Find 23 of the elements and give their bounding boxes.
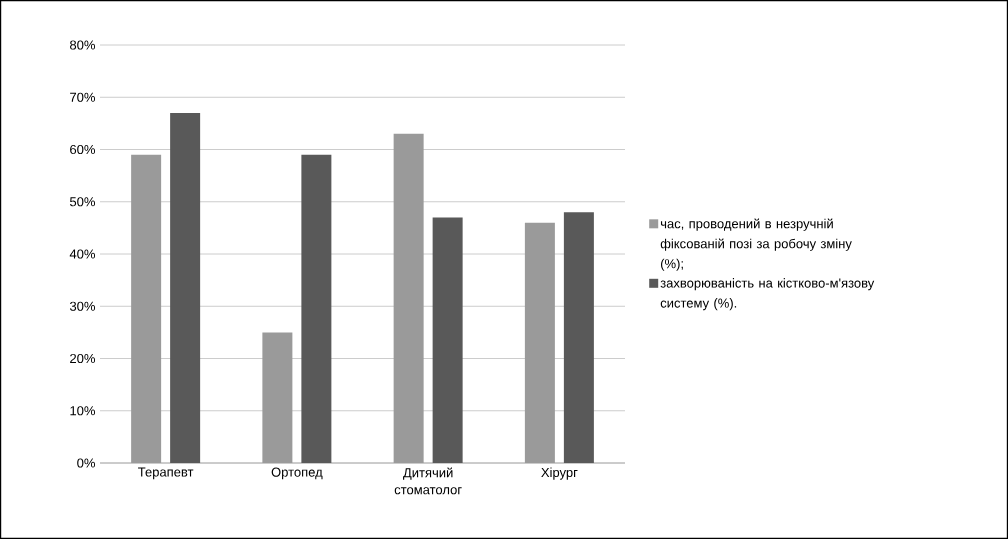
legend-label: захворюваність на кістково-м'язову систему (%). [660,278,875,311]
bar [131,154,162,463]
y-tick-label: 80% [70,40,96,50]
y-tick-label: 70% [70,92,96,102]
bar [524,222,555,463]
y-tick-label: 40% [69,249,96,259]
bar [393,133,424,463]
x-tick-label: Дитячий стоматолог [394,467,462,495]
bar [262,332,293,463]
y-tick-label: 50% [69,197,96,207]
y-tick-label: 60% [70,144,96,155]
bar [170,112,201,463]
y-tick-label: 0% [77,458,96,468]
legend-label: час, проводений в незручній фіксованій позі за робочу зміну (%); [660,218,852,271]
bar [301,154,332,463]
y-tick-label: 20% [70,353,96,364]
x-tick-label: Хірург [541,467,578,480]
bar [432,217,463,463]
y-tick-label: 30% [69,301,96,311]
y-tick-label: 10% [70,406,96,416]
bar [563,212,594,463]
x-tick-label: Терапевт [138,467,194,480]
x-tick-label: Ортопед [271,467,323,480]
